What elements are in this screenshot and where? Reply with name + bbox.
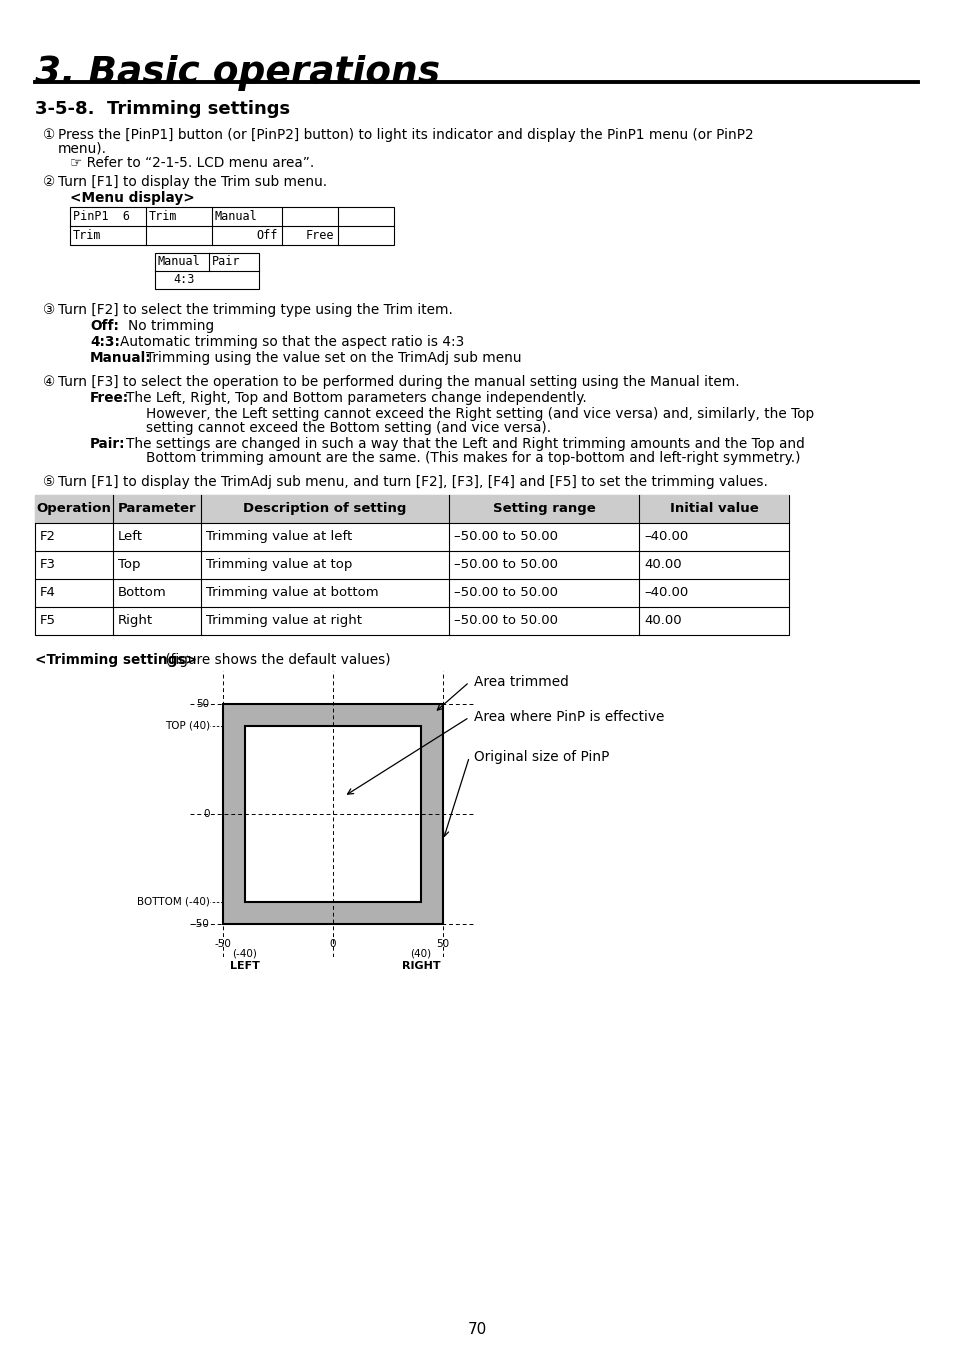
Text: Trimming using the value set on the TrimAdj sub menu: Trimming using the value set on the Trim… <box>146 350 521 365</box>
Text: Pair: Pair <box>212 255 240 268</box>
Text: ⑤: ⑤ <box>43 474 55 489</box>
Text: Operation: Operation <box>36 501 112 515</box>
Text: Automatic trimming so that the aspect ratio is 4:3: Automatic trimming so that the aspect ra… <box>120 336 464 349</box>
Text: F4: F4 <box>40 586 56 599</box>
Text: 3. Basic operations: 3. Basic operations <box>35 55 439 92</box>
Text: Manual: Manual <box>158 255 200 268</box>
Text: Turn [F1] to display the TrimAdj sub menu, and turn [F2], [F3], [F4] and [F5] to: Turn [F1] to display the TrimAdj sub men… <box>58 474 767 489</box>
Text: ②: ② <box>43 175 55 189</box>
Text: (figure shows the default values): (figure shows the default values) <box>161 652 390 667</box>
Text: ①: ① <box>43 128 55 142</box>
Text: –40.00: –40.00 <box>643 586 687 599</box>
Text: Manual: Manual <box>214 210 257 222</box>
Text: Area where PinP is effective: Area where PinP is effective <box>474 710 664 724</box>
Bar <box>70 208 394 245</box>
Bar <box>154 253 258 288</box>
Text: Top: Top <box>118 558 140 572</box>
Text: However, the Left setting cannot exceed the Right setting (and vice versa) and, : However, the Left setting cannot exceed … <box>146 407 813 421</box>
Text: –50.00 to 50.00: –50.00 to 50.00 <box>454 613 558 627</box>
Text: F3: F3 <box>40 558 56 572</box>
Text: 40.00: 40.00 <box>643 613 680 627</box>
Bar <box>420 704 442 923</box>
Text: The Left, Right, Top and Bottom parameters change independently.: The Left, Right, Top and Bottom paramete… <box>126 391 586 404</box>
Text: The settings are changed in such a way that the Left and Right trimming amounts : The settings are changed in such a way t… <box>126 437 804 452</box>
Text: Press the [PinP1] button (or [PinP2] button) to light its indicator and display : Press the [PinP1] button (or [PinP2] but… <box>58 128 753 142</box>
Text: Free:: Free: <box>90 391 129 404</box>
Text: 0: 0 <box>330 940 335 949</box>
Text: Turn [F2] to select the trimming type using the Trim item.: Turn [F2] to select the trimming type us… <box>58 303 453 317</box>
Text: <Trimming settings>: <Trimming settings> <box>35 652 196 667</box>
Text: –50.00 to 50.00: –50.00 to 50.00 <box>454 586 558 599</box>
Text: ☞ Refer to “2-1-5. LCD menu area”.: ☞ Refer to “2-1-5. LCD menu area”. <box>70 156 314 170</box>
Text: Setting range: Setting range <box>492 501 595 515</box>
Bar <box>35 495 788 523</box>
Text: (-40): (-40) <box>233 948 257 958</box>
Text: Left: Left <box>118 530 143 543</box>
Text: (40): (40) <box>410 948 431 958</box>
Text: PinP1  6: PinP1 6 <box>73 210 130 222</box>
Text: Turn [F3] to select the operation to be performed during the manual setting usin: Turn [F3] to select the operation to be … <box>58 375 739 390</box>
Text: –50.00 to 50.00: –50.00 to 50.00 <box>454 558 558 572</box>
Text: BOTTOM (-40): BOTTOM (-40) <box>137 896 210 907</box>
Bar <box>223 902 442 923</box>
Text: –50.00 to 50.00: –50.00 to 50.00 <box>454 530 558 543</box>
Text: Trimming value at left: Trimming value at left <box>206 530 352 543</box>
Text: 40.00: 40.00 <box>643 558 680 572</box>
Text: LEFT: LEFT <box>230 961 259 972</box>
Text: Manual:: Manual: <box>90 350 152 365</box>
Bar <box>223 704 442 923</box>
Text: ④: ④ <box>43 375 55 390</box>
Text: Off:: Off: <box>90 319 119 333</box>
Text: Description of setting: Description of setting <box>243 501 406 515</box>
Text: Pair:: Pair: <box>90 437 126 452</box>
Text: <Menu display>: <Menu display> <box>70 191 194 205</box>
Text: RIGHT: RIGHT <box>401 961 440 972</box>
Bar <box>223 704 245 923</box>
Text: Area trimmed: Area trimmed <box>474 675 569 689</box>
Text: TOP (40): TOP (40) <box>165 721 210 731</box>
Text: F2: F2 <box>40 530 56 543</box>
Text: –40.00: –40.00 <box>643 530 687 543</box>
Text: Trimming value at top: Trimming value at top <box>206 558 352 572</box>
Text: Right: Right <box>118 613 153 627</box>
Text: -50: -50 <box>193 919 210 929</box>
Text: Bottom trimming amount are the same. (This makes for a top-bottom and left-right: Bottom trimming amount are the same. (Th… <box>146 452 800 465</box>
Text: Bottom: Bottom <box>118 586 167 599</box>
Text: 0: 0 <box>203 809 210 820</box>
Bar <box>223 704 442 727</box>
Text: 4:3:: 4:3: <box>90 336 120 349</box>
Text: Parameter: Parameter <box>117 501 196 515</box>
Bar <box>35 495 788 635</box>
Text: Trim: Trim <box>73 229 101 243</box>
Text: Trimming value at bottom: Trimming value at bottom <box>206 586 378 599</box>
Text: 4:3: 4:3 <box>172 274 194 286</box>
Text: Initial value: Initial value <box>669 501 758 515</box>
Text: Original size of PinP: Original size of PinP <box>474 749 609 764</box>
Text: Trim: Trim <box>149 210 177 222</box>
Text: -50: -50 <box>214 940 232 949</box>
Text: Free: Free <box>305 229 334 243</box>
Text: ③: ③ <box>43 303 55 317</box>
Text: 3-5-8.  Trimming settings: 3-5-8. Trimming settings <box>35 100 290 119</box>
Text: setting cannot exceed the Bottom setting (and vice versa).: setting cannot exceed the Bottom setting… <box>146 421 551 435</box>
Text: menu).: menu). <box>58 142 107 156</box>
Text: Trimming value at right: Trimming value at right <box>206 613 361 627</box>
Text: Turn [F1] to display the Trim sub menu.: Turn [F1] to display the Trim sub menu. <box>58 175 327 189</box>
Text: 50: 50 <box>196 700 210 709</box>
Text: 50: 50 <box>436 940 449 949</box>
Text: No trimming: No trimming <box>128 319 213 333</box>
Text: Off: Off <box>256 229 277 243</box>
Bar <box>245 727 420 902</box>
Text: F5: F5 <box>40 613 56 627</box>
Text: 70: 70 <box>467 1322 486 1337</box>
